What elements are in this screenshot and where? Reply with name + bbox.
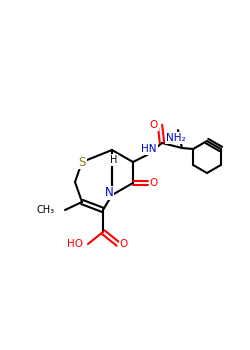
Text: CH₃: CH₃ [37,205,55,215]
Text: O: O [120,239,128,249]
Text: HN: HN [141,144,157,154]
Text: O: O [150,178,158,188]
Text: S: S [78,155,86,168]
Text: N: N [104,187,114,199]
Text: O: O [150,120,158,130]
Text: HO: HO [67,239,83,249]
Text: NH₂: NH₂ [166,133,186,143]
Text: H: H [110,155,118,165]
